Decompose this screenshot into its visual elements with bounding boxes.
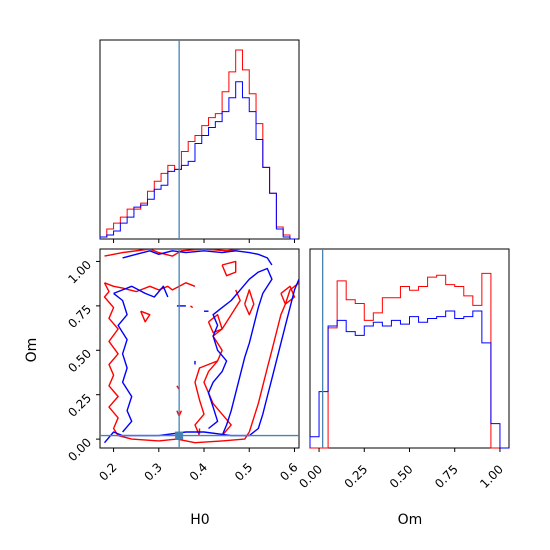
contour-ytick-label: 0.25: [65, 391, 94, 420]
contour-ylabel: Om: [24, 338, 40, 363]
h0-histogram-panel: [99, 39, 300, 243]
h0-hist-series-red: [99, 49, 297, 240]
contour-red: [190, 305, 194, 309]
contour-truth-marker: [175, 431, 184, 440]
contour-red: [104, 282, 196, 293]
contour-red: [104, 249, 277, 257]
contour-ytick-label: 0.00: [65, 435, 94, 464]
om-hist-tick-label: 0.50: [387, 462, 416, 491]
contour-red: [103, 282, 250, 444]
h0-om-contour-panel: 0.2 0.3 0.4 0.5 0.60.000.250.500.751.00: [65, 248, 301, 484]
contour-xtick-label: 0.5: [232, 460, 255, 483]
contour-ytick-label: 0.75: [65, 302, 94, 331]
contour-ytick-label: 1.00: [65, 258, 94, 287]
contour-ytick-label: 0.50: [65, 346, 94, 375]
contour-red: [203, 289, 241, 437]
om-hist-tick-label: 0.25: [342, 462, 371, 491]
contour-lines-group: [103, 249, 299, 444]
contour-red: [248, 282, 299, 433]
contour-red: [280, 285, 296, 305]
om-hist-series-blue: [309, 310, 509, 449]
contour-blue: [122, 250, 273, 266]
om-hist-series-red: [310, 272, 509, 449]
contour-blue: [113, 292, 133, 433]
contour-red: [221, 260, 237, 277]
om-hist-tick-label: 0.75: [432, 462, 461, 491]
contour-xtick-label: 0.2: [96, 460, 119, 483]
h0-hist-series-blue: [99, 81, 297, 240]
om-hist-tick-label: 0.00: [296, 462, 325, 491]
h0-histogram-frame: [99, 39, 300, 240]
om-histogram-panel: 0.00 0.25 0.50 0.75 1.00: [296, 248, 510, 491]
contour-xtick-label: 0.3: [142, 460, 165, 483]
contour-blue: [207, 267, 273, 436]
contour-red: [244, 289, 255, 316]
contour-blue: [113, 285, 169, 298]
om-histogram-frame: [309, 248, 510, 449]
om-hist-xlabel: Om: [398, 512, 423, 528]
om-hist-tick-label: 1.00: [477, 462, 506, 491]
contour-xlabel: H0: [190, 512, 209, 528]
contour-red: [140, 310, 151, 323]
contour-xtick-label: 0.4: [187, 460, 210, 483]
contour-red: [194, 360, 218, 436]
